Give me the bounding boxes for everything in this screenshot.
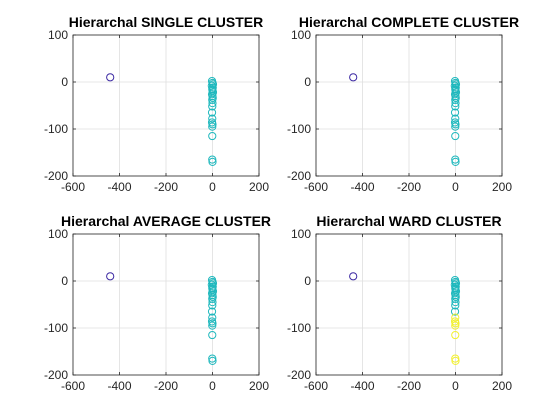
x-tick-label: -600 bbox=[304, 180, 328, 194]
data-point bbox=[208, 120, 217, 129]
y-tick-label: 100 bbox=[48, 227, 68, 241]
data-point bbox=[451, 319, 460, 328]
data-point bbox=[451, 155, 460, 164]
data-point bbox=[349, 272, 358, 281]
y-tick-label: -200 bbox=[44, 368, 68, 382]
data-point bbox=[451, 122, 460, 131]
x-tick-label: -200 bbox=[397, 379, 421, 393]
x-tick-label: -600 bbox=[304, 379, 328, 393]
subplot-ward: -600 -400 -200 0 200 -200 -100 0 100 Hierarchal W… bbox=[287, 213, 512, 393]
y-tick-label: 0 bbox=[304, 274, 311, 288]
data-point bbox=[451, 354, 460, 363]
data-point bbox=[451, 313, 460, 322]
x-tick-label: -200 bbox=[397, 180, 421, 194]
data-point bbox=[451, 99, 460, 108]
data-point bbox=[208, 321, 217, 330]
data-point bbox=[451, 157, 460, 166]
data-point bbox=[208, 301, 217, 310]
data-point bbox=[450, 108, 460, 117]
data-point bbox=[208, 114, 217, 123]
data-point bbox=[208, 99, 217, 108]
y-tick-label: -200 bbox=[44, 169, 68, 183]
data-point bbox=[451, 80, 461, 89]
data-point bbox=[208, 131, 217, 141]
x-tick-label: -200 bbox=[154, 180, 178, 194]
x-tick-label: -400 bbox=[107, 379, 131, 393]
data-point bbox=[208, 294, 217, 303]
x-tick-label: -600 bbox=[61, 180, 85, 194]
data-point bbox=[349, 73, 358, 82]
data-point bbox=[451, 114, 460, 123]
y-tick-label: -200 bbox=[287, 368, 311, 382]
data-point bbox=[207, 108, 217, 117]
y-tick-label: -200 bbox=[287, 169, 311, 183]
data-point bbox=[208, 102, 217, 111]
y-tick-label: 0 bbox=[61, 274, 68, 288]
data-point bbox=[451, 95, 460, 104]
data-point bbox=[208, 354, 217, 363]
y-tick-label: -100 bbox=[287, 321, 311, 335]
data-point bbox=[208, 319, 217, 328]
data-point bbox=[451, 279, 461, 288]
data-point bbox=[106, 272, 115, 281]
data-point bbox=[451, 131, 460, 141]
x-tick-label: 0 bbox=[452, 379, 459, 393]
subplot-title: Hierarchal WARD CLUSTER bbox=[316, 213, 501, 229]
data-point bbox=[450, 307, 460, 316]
x-tick-label: 0 bbox=[452, 180, 459, 194]
data-point bbox=[208, 279, 218, 288]
y-tick-label: -100 bbox=[287, 122, 311, 136]
data-point bbox=[208, 157, 217, 166]
x-tick-label: 0 bbox=[209, 379, 216, 393]
subplot-title: Hierarchal SINGLE CLUSTER bbox=[69, 14, 264, 30]
x-tick-label: 200 bbox=[492, 180, 512, 194]
data-point bbox=[451, 330, 460, 340]
x-tick-label: -600 bbox=[61, 379, 85, 393]
y-tick-label: 100 bbox=[291, 227, 311, 241]
data-point bbox=[451, 102, 460, 111]
x-tick-label: 200 bbox=[492, 379, 512, 393]
data-point bbox=[208, 298, 217, 307]
y-tick-label: -100 bbox=[44, 122, 68, 136]
data-point bbox=[106, 73, 115, 82]
data-point bbox=[208, 330, 217, 340]
data-point bbox=[451, 321, 460, 330]
data-point bbox=[451, 301, 460, 310]
data-point bbox=[208, 313, 217, 322]
data-point bbox=[207, 307, 217, 316]
data-point bbox=[208, 155, 217, 164]
subplot-title: Hierarchal COMPLETE CLUSTER bbox=[299, 14, 519, 30]
x-tick-label: 200 bbox=[249, 379, 269, 393]
y-tick-label: -100 bbox=[44, 321, 68, 335]
y-tick-label: 100 bbox=[48, 28, 68, 42]
x-tick-label: -400 bbox=[350, 379, 374, 393]
x-tick-label: 0 bbox=[209, 180, 216, 194]
data-point bbox=[208, 356, 217, 365]
data-point bbox=[451, 294, 460, 303]
data-point bbox=[451, 356, 460, 365]
data-point bbox=[451, 120, 460, 129]
subplot-title: Hierarchal AVERAGE CLUSTER bbox=[61, 213, 271, 229]
x-tick-label: -200 bbox=[154, 379, 178, 393]
y-tick-label: 0 bbox=[61, 75, 68, 89]
x-tick-label: -400 bbox=[107, 180, 131, 194]
data-point bbox=[451, 298, 460, 307]
y-tick-label: 0 bbox=[304, 75, 311, 89]
y-tick-label: 100 bbox=[291, 28, 311, 42]
data-point bbox=[208, 95, 217, 104]
x-tick-label: -400 bbox=[350, 180, 374, 194]
data-point bbox=[208, 122, 217, 131]
x-tick-label: 200 bbox=[249, 180, 269, 194]
data-point bbox=[208, 80, 218, 89]
